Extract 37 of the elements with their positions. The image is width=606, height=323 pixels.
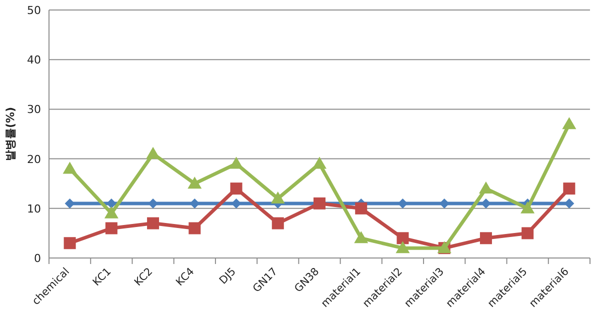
point — [62, 162, 77, 174]
point — [105, 222, 118, 234]
point — [478, 182, 493, 194]
point — [270, 191, 285, 204]
y-tick-label: 10 — [27, 202, 41, 216]
y-tick-label: 50 — [27, 4, 41, 17]
x-tick-label: DJ5 — [217, 266, 238, 287]
point — [354, 231, 368, 244]
point — [562, 117, 576, 130]
point — [563, 182, 576, 195]
point — [147, 217, 160, 230]
point — [230, 182, 242, 195]
point — [272, 217, 284, 230]
point — [396, 241, 410, 254]
point — [229, 156, 244, 169]
point — [188, 176, 202, 189]
point — [64, 237, 76, 250]
y-tick-label: 30 — [27, 103, 41, 116]
point — [312, 156, 326, 169]
y-tick-label: 0 — [34, 252, 41, 265]
point — [398, 198, 408, 208]
point — [231, 198, 242, 208]
point — [104, 206, 118, 218]
point — [188, 222, 201, 234]
point — [522, 227, 534, 240]
x-tick-label: KC2 — [132, 266, 156, 288]
point — [64, 198, 75, 208]
point — [564, 198, 574, 208]
point — [480, 232, 492, 244]
y-tick-label: 40 — [27, 54, 41, 67]
x-tick-label: KC1 — [90, 266, 114, 288]
point — [520, 201, 535, 214]
y-axis-title: 발병률(%) — [4, 106, 17, 162]
point — [396, 232, 409, 244]
x-tick-label: KC4 — [174, 265, 197, 288]
point — [355, 202, 368, 214]
y-tick-label: 20 — [27, 152, 41, 166]
